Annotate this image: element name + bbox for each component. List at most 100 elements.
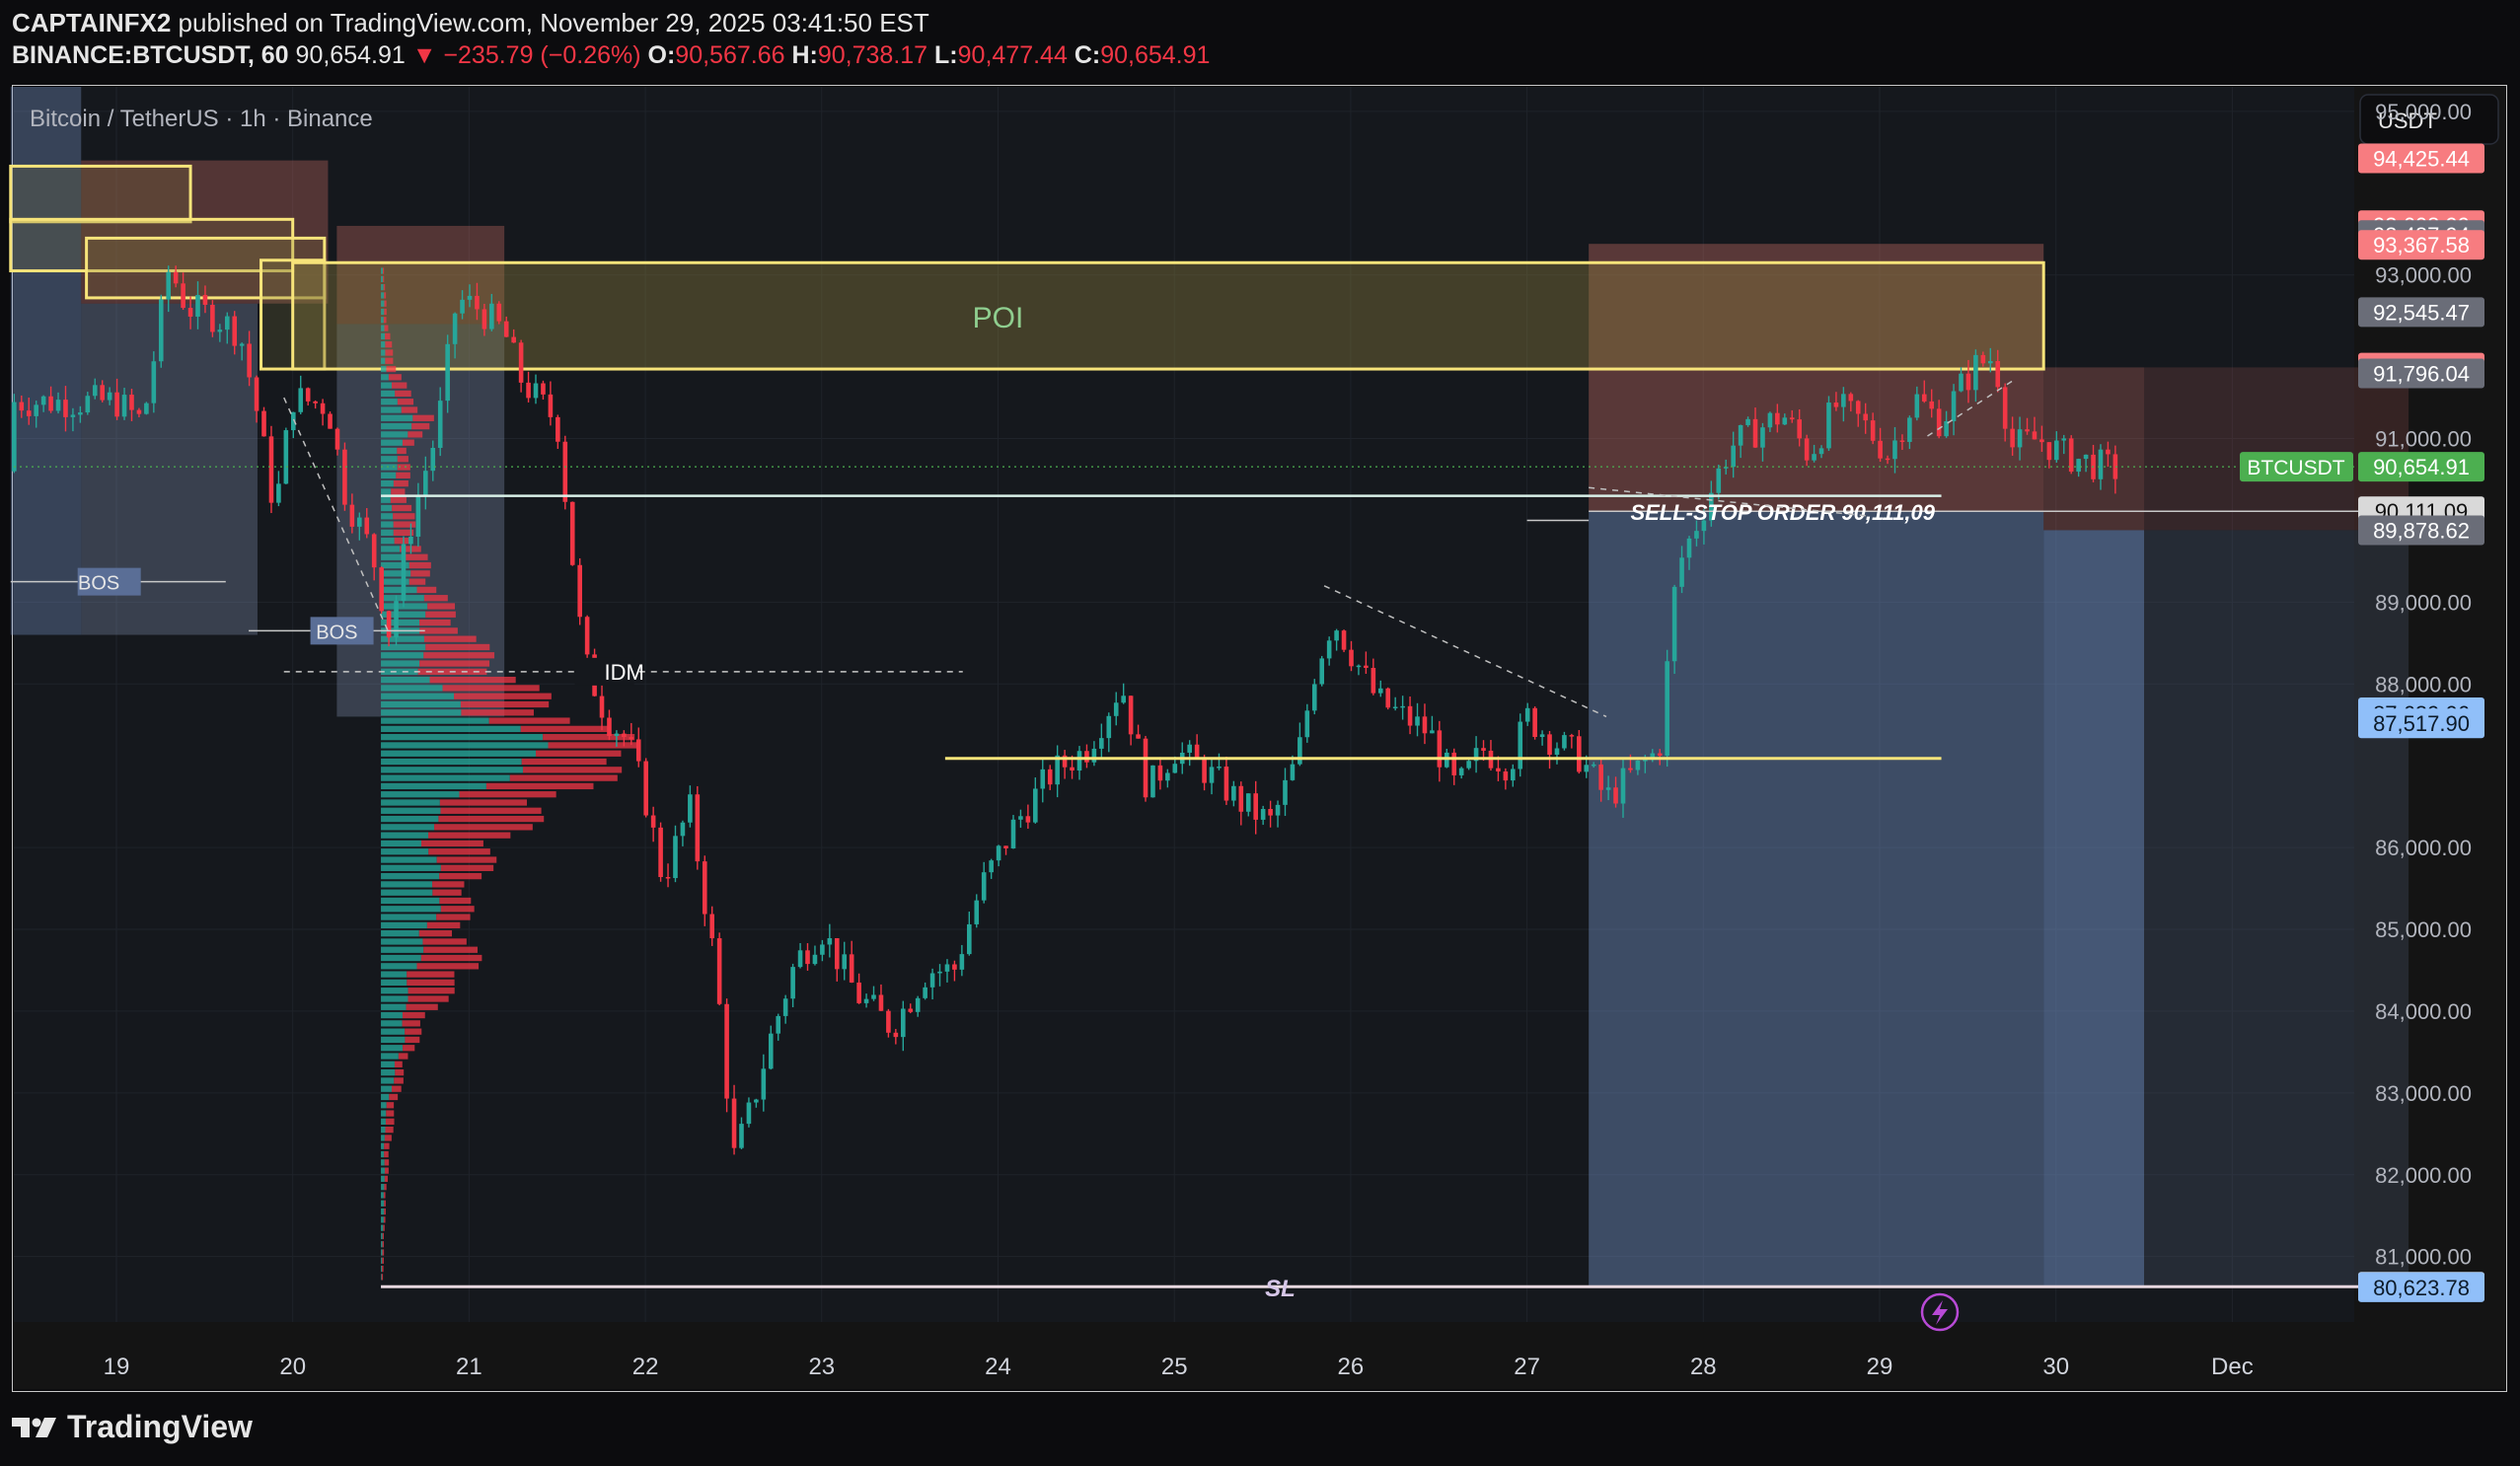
candle-body: [871, 994, 876, 999]
candle-body: [1209, 767, 1215, 783]
candle-body: [716, 938, 722, 1004]
lightning-icon[interactable]: [1920, 1292, 1960, 1332]
candle-body: [1577, 736, 1582, 772]
price-label: 90,654.91: [2373, 455, 2470, 479]
candle-body: [893, 1032, 899, 1038]
candle-body: [1311, 684, 1317, 711]
candle-body: [423, 471, 428, 497]
price-chart[interactable]: POI SELL-STOP ORDER 90,111,09 SL IDM BOS BOS B…: [0, 0, 2520, 1401]
candle-body: [63, 400, 68, 417]
volume-bar-buy: [381, 700, 461, 708]
candle-body: [1613, 787, 1618, 804]
candle-body: [181, 283, 185, 309]
candle-body: [1165, 772, 1170, 781]
volume-bar-sell: [384, 308, 387, 316]
candle-body: [2046, 442, 2052, 461]
chart-frame[interactable]: [12, 85, 2507, 1392]
bos-label: BOS: [316, 622, 357, 643]
header-line-2: BINANCE:BTCUSDT, 60 90,654.91 ▼ −235.79 …: [12, 41, 1210, 70]
candle-body: [70, 414, 76, 417]
volume-bar-buy: [381, 479, 394, 487]
volume-bar-sell: [393, 529, 414, 537]
volume-bar-buy: [381, 1257, 383, 1264]
candle-body: [1657, 753, 1663, 757]
candle-body: [673, 836, 678, 879]
volume-bar-buy: [381, 685, 443, 692]
volume-bar-sell: [488, 717, 570, 724]
volume-bar-sell: [407, 971, 455, 978]
candle-body: [1217, 767, 1222, 769]
candle-body: [1833, 403, 1839, 407]
y-tick-label: 83,000.00: [2375, 1081, 2472, 1106]
candle-body: [1062, 755, 1068, 768]
candle-body: [1364, 665, 1369, 668]
volume-bar-sell: [389, 1093, 399, 1101]
candle-body: [1738, 424, 1743, 446]
volume-bar-sell: [402, 439, 414, 446]
candle-body: [349, 504, 355, 527]
candle-body: [386, 611, 392, 638]
candle-body: [1701, 520, 1707, 532]
y-tick-label: 89,000.00: [2375, 590, 2472, 615]
volume-bar-buy: [381, 1110, 387, 1117]
publisher-name[interactable]: CAPTAINFX2: [12, 8, 172, 37]
candle-body: [1605, 787, 1611, 790]
volume-bar-sell: [402, 1020, 420, 1027]
y-tick-label: 82,000.00: [2375, 1163, 2472, 1188]
candle-body: [952, 964, 957, 970]
zones: [10, 87, 2409, 1287]
candle-body: [1973, 354, 1978, 391]
volume-bar-sell: [382, 1249, 385, 1256]
volume-bar-buy: [381, 832, 429, 839]
candle-body: [695, 794, 701, 862]
annotations: SELL-STOP ORDER 90,111,09 SL IDM BOS BOS: [10, 380, 2449, 1302]
footer-brand[interactable]: TradingView: [67, 1409, 253, 1444]
candle-body: [26, 410, 32, 416]
volume-bar-buy: [381, 1028, 406, 1035]
volume-bar-buy: [381, 848, 429, 855]
volume-bar-buy: [381, 1224, 384, 1231]
volume-bar-buy: [381, 1011, 403, 1019]
short-target-zone-2: [2043, 530, 2145, 1287]
candle-body: [614, 733, 620, 736]
volume-bar-sell: [419, 619, 451, 626]
projection-zone: [2144, 530, 2409, 1287]
low-label: L:: [934, 41, 958, 69]
volume-bar-buy: [381, 1061, 395, 1067]
candle-body: [1055, 755, 1060, 785]
candle-body: [1496, 768, 1501, 771]
candle-body: [827, 937, 833, 945]
x-tick-label: 21: [456, 1354, 482, 1380]
candle-body: [1511, 769, 1516, 781]
volume-bar-buy: [381, 767, 523, 773]
volume-bar-buy: [381, 431, 408, 438]
currency-button[interactable]: USDT: [2359, 94, 2499, 145]
candle-body: [195, 294, 200, 317]
candle-body: [1341, 630, 1347, 650]
volume-bar-sell: [383, 317, 387, 324]
candle-body: [944, 964, 950, 972]
volume-bar-sell: [392, 1085, 402, 1092]
candle-body: [166, 271, 172, 300]
volume-bar-sell: [436, 914, 471, 920]
candle-body: [1841, 394, 1846, 407]
volume-bar-buy: [381, 791, 460, 798]
candle-body: [394, 601, 399, 638]
candle-body: [1025, 816, 1031, 823]
volume-bar-buy: [381, 889, 433, 896]
volume-bar-sell: [383, 1192, 386, 1199]
candle-body: [622, 733, 627, 738]
volume-bar-buy: [381, 1068, 396, 1076]
candle-body: [739, 1124, 744, 1148]
candle-body: [1863, 413, 1869, 421]
candle-body: [1392, 706, 1398, 709]
candle-body: [1665, 661, 1669, 757]
volume-bar-sell: [509, 774, 618, 781]
candle-body: [562, 441, 568, 502]
y-tick-label: 91,000.00: [2375, 427, 2472, 452]
tradingview-logo-icon[interactable]: [12, 1416, 57, 1439]
volume-bar-buy: [381, 1192, 384, 1199]
volume-bar-sell: [384, 1175, 389, 1183]
volume-bar-sell: [405, 1028, 422, 1035]
volume-bar-sell: [398, 1053, 408, 1060]
